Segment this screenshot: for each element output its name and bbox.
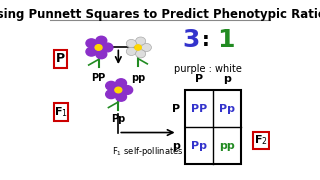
Circle shape bbox=[136, 37, 146, 45]
Circle shape bbox=[135, 45, 141, 50]
Circle shape bbox=[96, 50, 107, 59]
Circle shape bbox=[96, 36, 107, 45]
Circle shape bbox=[116, 93, 126, 101]
Circle shape bbox=[115, 87, 122, 93]
Text: p: p bbox=[223, 74, 231, 84]
Text: PP: PP bbox=[191, 104, 207, 114]
Text: p: p bbox=[172, 141, 180, 151]
Text: P: P bbox=[195, 74, 203, 84]
Bar bbox=[185, 90, 241, 165]
Circle shape bbox=[136, 50, 146, 58]
Text: P: P bbox=[172, 104, 180, 114]
Circle shape bbox=[106, 81, 116, 90]
Text: 3: 3 bbox=[182, 28, 199, 52]
Text: Pp: Pp bbox=[219, 104, 235, 114]
Text: F$_1$ self-pollinates: F$_1$ self-pollinates bbox=[112, 145, 184, 158]
Text: pp: pp bbox=[131, 73, 145, 83]
Circle shape bbox=[86, 39, 97, 48]
Circle shape bbox=[86, 47, 97, 56]
Text: :: : bbox=[202, 31, 210, 50]
Text: Pp: Pp bbox=[111, 114, 125, 124]
Circle shape bbox=[122, 86, 132, 94]
Circle shape bbox=[141, 43, 151, 51]
Text: 1: 1 bbox=[217, 28, 235, 52]
Text: pp: pp bbox=[219, 141, 235, 151]
Text: P: P bbox=[56, 52, 65, 65]
Circle shape bbox=[106, 90, 116, 99]
Bar bbox=[54, 50, 67, 68]
Bar bbox=[54, 103, 68, 121]
Circle shape bbox=[116, 79, 126, 87]
Circle shape bbox=[102, 43, 113, 52]
Text: Pp: Pp bbox=[191, 141, 207, 151]
Circle shape bbox=[126, 39, 136, 48]
Text: Using Punnett Squares to Predict Phenotypic Ratios: Using Punnett Squares to Predict Phenoty… bbox=[0, 8, 320, 21]
Circle shape bbox=[95, 45, 102, 50]
Text: F$_1$: F$_1$ bbox=[54, 105, 68, 119]
Bar bbox=[253, 132, 268, 149]
Circle shape bbox=[126, 47, 136, 55]
Text: purple : white: purple : white bbox=[174, 64, 242, 74]
Text: PP: PP bbox=[92, 73, 106, 83]
Text: F$_2$: F$_2$ bbox=[254, 134, 268, 147]
